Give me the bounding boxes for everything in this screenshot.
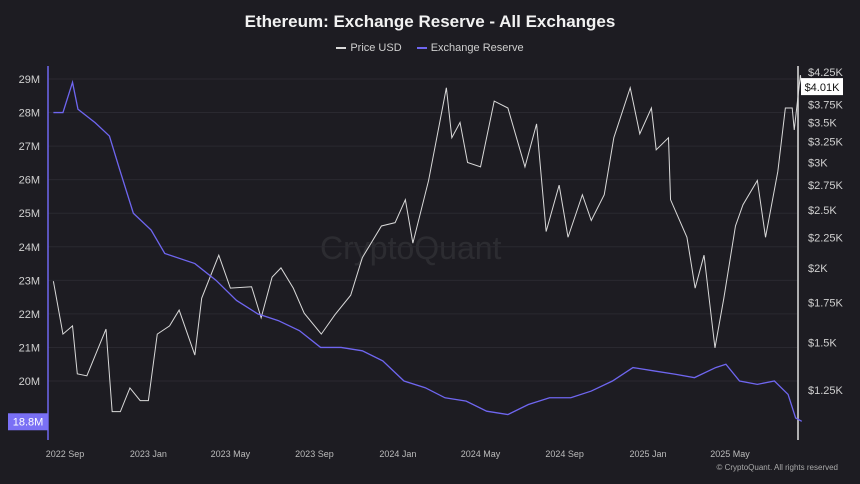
copyright: © CryptoQuant. All rights reserved: [716, 463, 839, 472]
y-right-tick-label: $2.5K: [808, 205, 837, 217]
legend-swatch: [336, 47, 347, 50]
x-tick-label: 2023 Jan: [130, 449, 167, 459]
y-right-tick-label: $4.25K: [808, 67, 844, 79]
x-tick-label: 2023 May: [211, 449, 251, 459]
x-tick-label: 2023 Sep: [295, 449, 334, 459]
legend-label: Price USD: [350, 42, 402, 54]
y-right-tick-label: $3.75K: [808, 100, 844, 112]
watermark: CryptoQuant: [320, 230, 502, 266]
y-left-tick-label: 22M: [19, 309, 40, 321]
y-right-tick-label: $3.25K: [808, 137, 844, 149]
y-right-tick-label: $1.25K: [808, 385, 844, 397]
y-left-tick-label: 27M: [19, 141, 40, 153]
x-tick-label: 2024 Sep: [545, 449, 584, 459]
x-tick-label: 2025 Jan: [629, 449, 666, 459]
legend-item-reserve[interactable]: Exchange Reserve: [416, 42, 524, 54]
y-left-tick-label: 20M: [19, 376, 40, 388]
y-left-tick-label: 23M: [19, 275, 40, 287]
y-left-tick-label: 25M: [19, 208, 40, 220]
y-right-tick-label: $2.75K: [808, 180, 844, 192]
legend-item-price[interactable]: Price USD: [336, 42, 402, 54]
y-right-tick-label: $2K: [808, 263, 828, 275]
reserve-line: [53, 79, 803, 422]
y-left-tick-label: 24M: [19, 242, 40, 254]
x-tick-label: 2025 May: [710, 449, 750, 459]
chart-title: Ethereum: Exchange Reserve - All Exchang…: [244, 12, 616, 31]
current-price-badge: [801, 78, 843, 96]
y-right-tick-label: $1.75K: [808, 298, 844, 310]
current-price-label: $4.01K: [805, 82, 841, 94]
legend-label: Exchange Reserve: [430, 42, 524, 54]
y-right-tick-label: $3.5K: [808, 117, 837, 129]
price-line: [52, 75, 803, 413]
legend-swatch: [416, 47, 427, 50]
x-tick-label: 2024 Jan: [379, 449, 416, 459]
x-tick-label: 2024 May: [461, 449, 501, 459]
y-left-tick-label: 26M: [19, 175, 40, 187]
y-right-tick-label: $3K: [808, 158, 828, 170]
legend: Price USD Exchange Reserve: [0, 42, 860, 54]
y-right-tick-label: $1.5K: [808, 338, 837, 350]
x-tick-label: 2022 Sep: [46, 449, 85, 459]
y-left-tick-label: 29M: [19, 74, 40, 86]
current-reserve-badge: [8, 413, 48, 431]
y-left-tick-label: 21M: [19, 342, 40, 354]
current-reserve-label: 18.8M: [13, 416, 44, 428]
y-left-tick-label: 28M: [19, 108, 40, 120]
y-right-tick-label: $2.25K: [808, 232, 844, 244]
